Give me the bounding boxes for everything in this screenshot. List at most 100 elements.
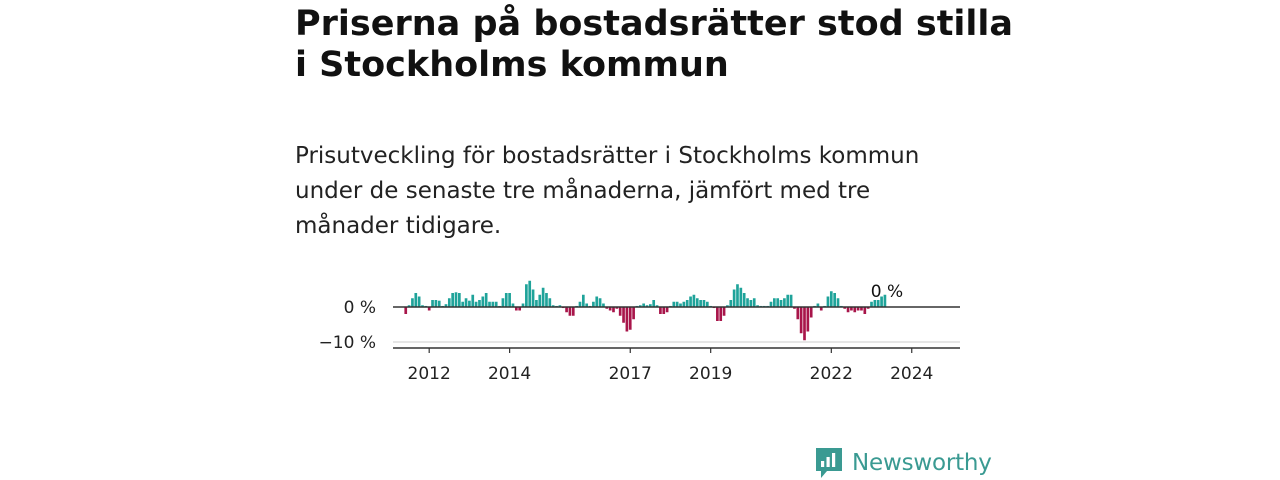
bar bbox=[444, 304, 448, 307]
bar bbox=[451, 293, 454, 307]
bar bbox=[437, 300, 441, 307]
x-tick-label: 2012 bbox=[408, 364, 451, 384]
bar bbox=[779, 300, 783, 307]
bar bbox=[702, 300, 706, 307]
bar bbox=[585, 303, 589, 307]
bar bbox=[860, 307, 863, 311]
bar bbox=[571, 307, 575, 316]
bar bbox=[786, 294, 790, 307]
bar bbox=[565, 307, 568, 313]
bar bbox=[773, 298, 776, 307]
x-tick-label: 2014 bbox=[488, 364, 531, 384]
bar bbox=[776, 298, 780, 307]
bar bbox=[632, 307, 635, 320]
bar bbox=[726, 305, 729, 307]
bar bbox=[749, 300, 753, 307]
bar bbox=[732, 289, 736, 307]
bar bbox=[484, 293, 488, 307]
bar bbox=[863, 307, 867, 314]
bar bbox=[568, 307, 572, 316]
bar bbox=[819, 307, 823, 311]
bar bbox=[525, 284, 528, 307]
bar bbox=[716, 307, 719, 321]
bar bbox=[638, 305, 642, 307]
bar bbox=[816, 303, 820, 307]
bar bbox=[752, 298, 756, 307]
bar bbox=[581, 294, 585, 307]
bar bbox=[682, 301, 686, 307]
bar bbox=[608, 307, 612, 311]
bar bbox=[447, 298, 451, 307]
y-tick-label: −10 % bbox=[319, 333, 376, 353]
bar bbox=[494, 301, 498, 307]
bar bbox=[458, 293, 461, 307]
bar bbox=[404, 307, 408, 314]
x-tick-label: 2019 bbox=[689, 364, 732, 384]
bar bbox=[722, 307, 726, 316]
bar bbox=[692, 294, 696, 307]
bar bbox=[675, 301, 679, 307]
bar bbox=[414, 293, 418, 307]
x-tick-label: 2024 bbox=[890, 364, 933, 384]
bar bbox=[833, 293, 836, 307]
bar bbox=[545, 293, 548, 307]
bar bbox=[431, 300, 434, 307]
bar bbox=[421, 305, 424, 307]
bar bbox=[695, 298, 699, 307]
bar bbox=[625, 307, 629, 332]
bar bbox=[685, 300, 689, 307]
bar bbox=[850, 307, 853, 311]
bar bbox=[481, 296, 485, 307]
bar bbox=[870, 301, 873, 307]
bar bbox=[411, 298, 414, 307]
bar bbox=[699, 300, 702, 307]
bar bbox=[809, 307, 813, 318]
bar bbox=[595, 296, 599, 307]
bar bbox=[803, 307, 806, 341]
bar bbox=[464, 298, 468, 307]
bar bbox=[806, 307, 810, 332]
bar bbox=[468, 300, 471, 307]
bar bbox=[622, 307, 625, 323]
bar bbox=[528, 280, 532, 307]
bar bbox=[478, 300, 481, 307]
bar bbox=[719, 307, 723, 321]
bar bbox=[793, 307, 796, 309]
bar bbox=[873, 300, 877, 307]
bar bbox=[659, 307, 662, 314]
bar bbox=[645, 305, 649, 307]
x-axis-ticks: 2012 2014 2017 2019 2022 2024 bbox=[408, 348, 933, 384]
bar bbox=[880, 296, 883, 307]
bar bbox=[799, 307, 803, 334]
bar bbox=[736, 284, 739, 307]
bar bbox=[672, 301, 676, 307]
bar bbox=[662, 307, 666, 314]
bar bbox=[491, 301, 495, 307]
brand-logo: Newsworthy bbox=[814, 446, 992, 480]
bar bbox=[592, 301, 595, 307]
bar bbox=[518, 307, 522, 311]
bar bbox=[826, 296, 830, 307]
bar bbox=[531, 289, 535, 307]
bar bbox=[836, 298, 840, 307]
bar bbox=[434, 300, 438, 307]
y-tick-label: 0 % bbox=[344, 298, 376, 318]
bar bbox=[511, 303, 515, 307]
bar bbox=[551, 305, 555, 307]
newsworthy-logo-icon bbox=[816, 448, 842, 478]
bar bbox=[866, 307, 870, 309]
bar bbox=[618, 307, 622, 316]
bars-layer bbox=[404, 280, 887, 341]
bar bbox=[612, 307, 615, 313]
bar bbox=[578, 301, 582, 307]
bar bbox=[535, 300, 538, 307]
bar bbox=[558, 305, 562, 307]
bar bbox=[427, 307, 431, 311]
chart-subtitle: Prisutveckling för bostadsrätter i Stock… bbox=[295, 143, 920, 239]
bar bbox=[598, 298, 602, 307]
bar bbox=[746, 298, 749, 307]
bar bbox=[876, 300, 880, 307]
bar bbox=[649, 304, 652, 307]
bar bbox=[846, 307, 850, 313]
